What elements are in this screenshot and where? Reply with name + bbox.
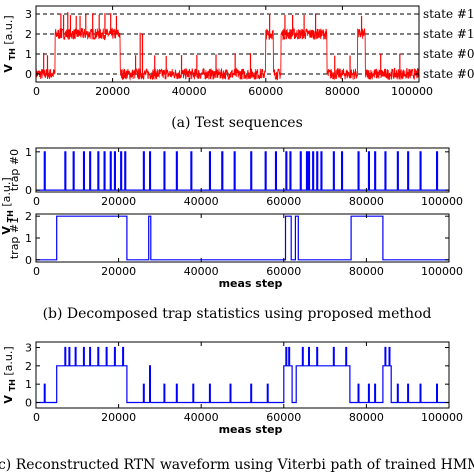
ytick-label-a-2: 2 [25,28,32,41]
series-line-c [36,346,449,404]
ytick-label-b2-1: 1 [25,232,32,245]
xtick-label-b2-0: 0 [33,265,40,278]
xtick-label-a-0: 0 [33,85,40,98]
xtick-label-c-4: 80000 [349,411,384,424]
xtick-label-b1-1: 20000 [101,195,136,208]
plot-frame-a [35,5,420,83]
ylabel-c: V TH [a.u.] [2,346,17,403]
xtick-label-a-3: 60000 [248,85,283,98]
ytick-label-c-0: 0 [25,397,32,410]
caption-b: (b) Decomposed trap statistics using pro… [43,306,432,322]
xlabel-b2: meas step [219,277,283,290]
plot-frame-b2 [35,213,450,263]
ylabel-a: V TH [a.u.] [2,15,17,72]
ytick-label-b2-0: 0 [25,254,32,267]
state-label-1: state #10 [423,27,474,41]
xtick-label-a-2: 40000 [172,85,207,98]
xtick-label-b2-3: 60000 [266,265,301,278]
xtick-label-c-3: 60000 [266,411,301,424]
xtick-label-a-4: 80000 [325,85,360,98]
xtick-label-c-5: 100000 [421,411,463,424]
ytick-label-b1-1: 1 [25,146,32,159]
xlabel-c: meas step [219,423,283,436]
plot-frame-b1 [35,147,450,193]
xtick-label-b2-2: 40000 [184,265,219,278]
xtick-label-b2-4: 80000 [349,265,384,278]
plot-frame-c [35,341,450,409]
ytick-label-c-1: 1 [25,378,32,391]
xtick-label-b1-5: 100000 [421,195,463,208]
xtick-label-b1-3: 60000 [266,195,301,208]
series-line-b2 [36,215,449,261]
state-label-3: state #00 [423,67,474,81]
ytick-label-b1-0: 0 [25,184,32,197]
series-line-b1 [36,151,449,191]
xtick-label-b2-1: 20000 [101,265,136,278]
ylabel-b2: trap #1 [8,217,21,259]
xtick-label-b1-0: 0 [33,195,40,208]
ylabel-b1: trap #0 [8,149,21,191]
caption-a: (a) Test sequences [171,115,303,131]
caption-c: (c) Reconstructed RTN waveform using Vit… [0,457,474,473]
ytick-label-a-1: 1 [25,48,32,61]
state-label-0: state #11 [423,7,474,21]
state-label-2: state #01 [423,47,474,61]
xtick-label-a-5: 100000 [391,85,433,98]
ytick-label-c-3: 3 [25,342,32,355]
ytick-label-a-0: 0 [25,68,32,81]
ytick-label-a-3: 3 [25,8,32,21]
xtick-label-c-1: 20000 [101,411,136,424]
xtick-label-c-2: 40000 [184,411,219,424]
xtick-label-c-0: 0 [33,411,40,424]
ytick-label-c-2: 2 [25,360,32,373]
ylabel-outer-b2: V TH [a.u.] [0,177,15,234]
xtick-label-b2-5: 100000 [421,265,463,278]
ytick-label-b2-2: 2 [25,210,32,223]
series-line-a [35,27,420,81]
xtick-label-b1-2: 40000 [184,195,219,208]
xtick-label-a-1: 20000 [95,85,130,98]
xtick-label-b1-4: 80000 [349,195,384,208]
